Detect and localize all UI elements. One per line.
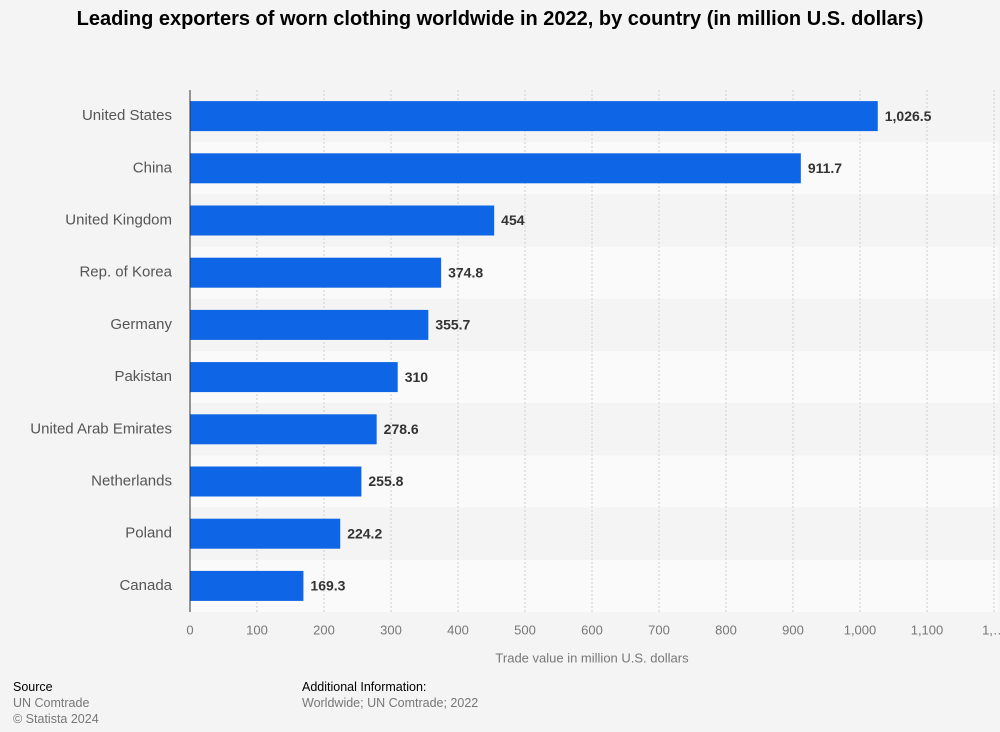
y-tick-label: Rep. of Korea: [79, 264, 172, 281]
value-label: 355.7: [435, 317, 470, 333]
value-label: 310: [405, 369, 429, 385]
x-tick-label: 1,100: [911, 622, 944, 637]
row-band: [190, 559, 998, 612]
info-heading: Additional Information:: [302, 680, 427, 694]
x-axis-label: Trade value in million U.S. dollars: [495, 650, 689, 665]
bar: [190, 570, 304, 601]
y-tick-label: Pakistan: [114, 368, 172, 385]
bar: [190, 466, 362, 497]
x-tick-label: 300: [380, 622, 402, 637]
chart-title: Leading exporters of worn clothing world…: [76, 8, 924, 30]
source-heading: Source: [13, 680, 53, 694]
y-tick-label: Netherlands: [91, 472, 172, 489]
x-tick-label: 1,…: [982, 622, 1000, 637]
value-label: 278.6: [384, 421, 419, 437]
x-tick-label: 800: [715, 622, 737, 637]
y-tick-label: United Arab Emirates: [30, 420, 172, 437]
bar: [190, 153, 801, 184]
value-label: 454: [501, 212, 525, 228]
x-tick-label: 600: [581, 622, 603, 637]
bar: [190, 518, 341, 549]
value-label: 224.2: [347, 525, 382, 541]
bar: [190, 362, 398, 393]
value-label: 255.8: [368, 473, 403, 489]
bar: [190, 414, 377, 445]
info: Worldwide; UN Comtrade; 2022: [302, 696, 479, 710]
y-tick-label: United States: [82, 107, 172, 124]
bar: [190, 101, 878, 132]
x-tick-label: 400: [447, 622, 469, 637]
x-tick-label: 100: [246, 622, 268, 637]
y-tick-label: United Kingdom: [65, 211, 172, 228]
y-tick-label: China: [133, 159, 173, 176]
x-tick-label: 0: [186, 622, 193, 637]
bar: [190, 205, 495, 236]
x-tick-label: 500: [514, 622, 536, 637]
source: UN Comtrade: [13, 696, 90, 710]
bar: [190, 309, 429, 340]
x-tick-label: 700: [648, 622, 670, 637]
x-tick-label: 200: [313, 622, 335, 637]
bar: [190, 257, 442, 288]
y-tick-label: Germany: [110, 316, 172, 333]
y-tick-label: Poland: [125, 525, 172, 542]
value-label: 169.3: [310, 578, 345, 594]
x-tick-label: 900: [782, 622, 804, 637]
x-tick-label: 1,000: [844, 622, 877, 637]
value-label: 374.8: [448, 264, 483, 280]
value-label: 1,026.5: [885, 108, 932, 124]
info-block: Additional Information: Worldwide; UN Co…: [302, 679, 478, 711]
y-tick-label: Canada: [119, 577, 172, 594]
copyright: © Statista 2024: [13, 712, 99, 726]
source-block: Source UN Comtrade © Statista 2024: [13, 679, 99, 727]
value-label: 911.7: [808, 160, 842, 176]
